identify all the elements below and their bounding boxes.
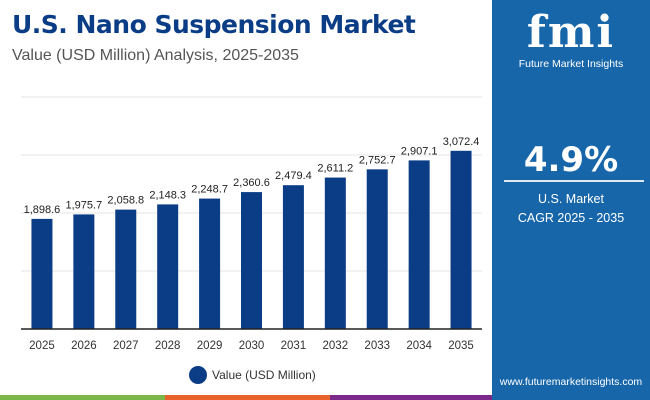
cagr-value: 4.9%: [523, 140, 619, 180]
x-tick-label: 2033: [364, 340, 390, 352]
logo-mark: fmi: [526, 7, 616, 58]
x-tick-label: 2035: [448, 340, 474, 352]
x-tick-label: 2027: [113, 340, 139, 352]
bar: [408, 160, 430, 329]
data-label: 1,975.7: [66, 199, 103, 211]
cagr-label: CAGR 2025 - 2035: [517, 211, 625, 225]
data-label: 2,479.4: [275, 170, 312, 182]
x-tick-label: 2025: [29, 340, 55, 352]
bar: [366, 169, 388, 329]
x-tick-label: 2026: [71, 340, 97, 352]
stripe-orange: [165, 395, 330, 400]
x-tick-label: 2028: [155, 340, 181, 352]
bar: [115, 209, 137, 329]
logo-caption: Future Market Insights: [518, 58, 624, 70]
bar: [199, 198, 221, 329]
bar: [282, 185, 304, 329]
x-tick-label: 2034: [406, 340, 432, 352]
bar: [157, 204, 179, 329]
x-tick-label: 2030: [239, 340, 265, 352]
stripe-green: [0, 395, 165, 400]
market-label: U.S. Market: [538, 192, 604, 206]
bar: [31, 218, 53, 329]
x-tick-label: 2032: [323, 340, 349, 352]
data-label: 2,611.2: [317, 163, 353, 175]
bar: [73, 214, 95, 329]
bar: [241, 192, 262, 329]
legend-marker: [189, 366, 207, 384]
chart-subtitle: Value (USD Million) Analysis, 2025-2035: [12, 47, 299, 64]
fmi-logo: fmi Future Market Insights: [492, 7, 650, 71]
data-label: 2,907.1: [401, 145, 438, 157]
stripe-purple: [330, 395, 492, 400]
x-tick-label: 2029: [197, 340, 223, 352]
website-link[interactable]: www.futuremarketinsights.com: [499, 376, 643, 388]
data-label: 2,148.3: [149, 189, 186, 201]
bar: [324, 177, 346, 329]
chart-title: U.S. Nano Suspension Market: [12, 10, 416, 39]
data-label: 2,248.7: [191, 184, 228, 196]
x-tick-label: 2031: [281, 340, 307, 352]
legend-label: Value (USD Million): [212, 368, 316, 382]
data-label: 1,898.6: [24, 204, 61, 216]
cagr-caption: U.S. Market CAGR 2025 - 2035: [492, 190, 650, 228]
bar: [450, 150, 472, 329]
bar-chart: 1,898.6 2025 1,975.7 2026 2,058.8 2027 2,148.3…: [21, 96, 482, 384]
divider: [504, 180, 644, 182]
data-label: 2,360.6: [233, 177, 270, 189]
data-label: 2,058.8: [107, 195, 144, 207]
sidebar-panel: fmi Future Market Insights 4.9% U.S. Mar…: [492, 0, 650, 400]
data-label: 3,072.4: [443, 136, 480, 148]
data-label: 2,752.7: [359, 154, 396, 166]
